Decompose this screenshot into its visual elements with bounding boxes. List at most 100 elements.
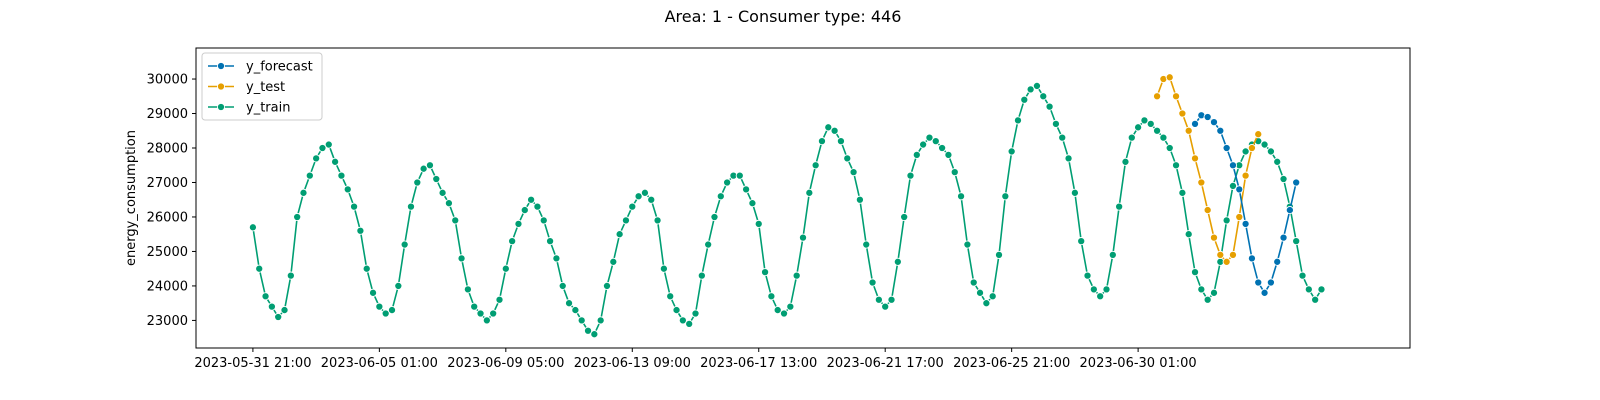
data-point [1197, 285, 1206, 294]
data-point [1304, 285, 1313, 294]
data-point [350, 202, 359, 211]
data-point [274, 312, 283, 322]
data-point [1096, 292, 1105, 301]
data-point [963, 240, 972, 249]
data-point [368, 288, 378, 297]
y-tick-label: 29000 [147, 107, 188, 122]
data-point [1178, 188, 1187, 197]
data-point [286, 271, 295, 280]
data-point [255, 264, 264, 273]
data-point [267, 302, 276, 311]
legend-swatch-marker [216, 102, 226, 112]
data-point [552, 254, 561, 263]
data-point [969, 278, 978, 287]
data-point [653, 216, 662, 225]
data-point [1190, 119, 1200, 128]
data-point [893, 257, 902, 266]
data-point [1115, 202, 1124, 211]
data-point [406, 202, 416, 211]
data-point [1254, 130, 1263, 139]
data-point [1108, 250, 1117, 259]
data-point [1241, 147, 1250, 156]
data-point [988, 292, 997, 301]
data-point [1235, 185, 1244, 194]
series-y-forecast [1190, 111, 1301, 297]
data-point [337, 171, 346, 180]
data-point [678, 316, 687, 325]
data-point [343, 185, 352, 194]
data-point [792, 271, 801, 280]
data-point [1228, 161, 1238, 170]
plot-area-frame [195, 47, 1411, 349]
data-point [470, 302, 479, 311]
data-point [881, 302, 890, 311]
data-point [375, 302, 384, 311]
y-tick-label: 28000 [147, 142, 188, 157]
data-point [558, 281, 567, 290]
data-point [1222, 257, 1231, 266]
data-point [912, 150, 921, 159]
data-point [565, 299, 574, 308]
data-point [735, 171, 744, 180]
data-point [742, 185, 751, 194]
data-point [919, 140, 928, 149]
x-tick-label: 2023-06-21 17:00 [827, 356, 944, 371]
data-point [716, 192, 725, 201]
data-point [931, 137, 940, 146]
data-point [754, 219, 763, 228]
data-point [1197, 178, 1206, 187]
data-point [527, 195, 536, 204]
legend-label: y_forecast [246, 60, 313, 75]
data-point [925, 133, 934, 142]
data-point [1039, 92, 1048, 101]
data-point [432, 174, 441, 184]
data-point [874, 295, 883, 304]
data-point [1026, 85, 1035, 94]
data-point [1083, 271, 1092, 280]
data-point [666, 292, 675, 301]
data-point [463, 285, 472, 294]
data-point [261, 292, 270, 301]
data-point [413, 178, 422, 187]
legend-label: y_train [246, 101, 290, 116]
series-line [252, 85, 1323, 336]
data-point [1089, 285, 1098, 294]
data-point [982, 299, 991, 308]
data-point [849, 168, 858, 177]
data-point [1159, 133, 1168, 142]
data-point [1146, 119, 1155, 128]
data-point [394, 281, 403, 290]
data-point [843, 154, 852, 163]
x-tick-label: 2023-06-05 01:00 [321, 356, 438, 371]
data-point [1247, 143, 1256, 153]
data-point [830, 126, 839, 135]
data-point [697, 271, 706, 280]
data-point [1317, 285, 1326, 294]
data-point [444, 199, 453, 208]
data-point [331, 157, 340, 166]
data-point [1292, 178, 1301, 187]
data-point [1292, 237, 1301, 246]
y-tick-label: 27000 [147, 176, 188, 191]
data-point [476, 309, 485, 318]
x-tick-label: 2023-06-09 05:00 [447, 356, 564, 371]
data-point [767, 292, 776, 301]
data-point [596, 316, 605, 325]
data-point [811, 161, 820, 170]
data-point [387, 306, 397, 315]
data-point [950, 168, 959, 177]
data-point [748, 199, 757, 208]
data-point [1153, 126, 1162, 135]
data-point [1216, 250, 1225, 259]
data-point [1298, 271, 1307, 280]
data-point [1273, 157, 1282, 166]
data-point [647, 195, 656, 204]
data-point [1032, 81, 1041, 90]
data-point [817, 137, 827, 146]
data-point [862, 240, 871, 249]
data-point [425, 161, 435, 170]
y-tick-label: 24000 [147, 279, 188, 294]
data-point [634, 192, 643, 201]
data-point [1184, 126, 1193, 135]
data-point [577, 316, 586, 325]
